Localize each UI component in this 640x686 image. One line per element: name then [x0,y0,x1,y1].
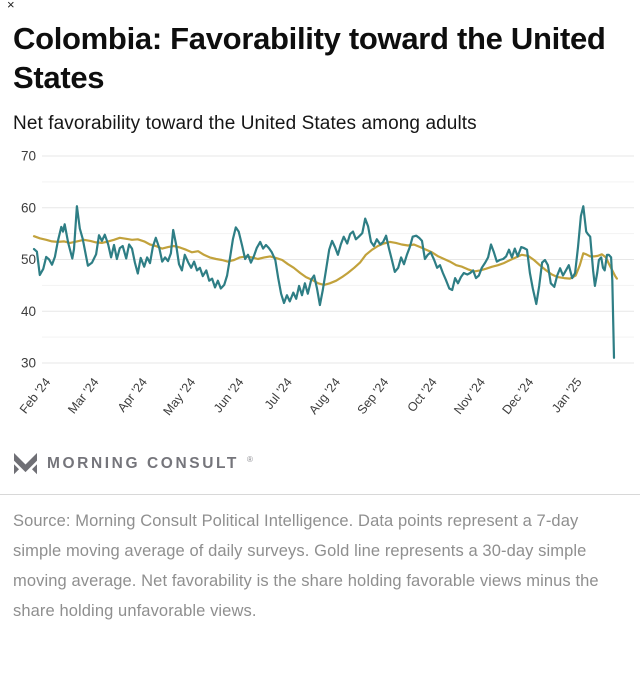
x-tick-label: Jan '25 [549,375,585,415]
series-line-30day-avg [32,234,619,286]
series-line-7day-avg [32,204,616,359]
x-tick-label: Apr '24 [115,375,150,415]
x-tick-label: Sep '24 [355,375,392,417]
y-tick-label: 70 [21,148,36,163]
x-tick-label: May '24 [161,375,199,418]
x-tick-label: Nov '24 [451,375,488,417]
page-title: Colombia: Favorability toward the United… [13,21,606,95]
close-icon[interactable]: × [7,0,15,12]
x-tick-label: Aug '24 [306,375,343,417]
chart-canvas: 70 60 50 40 30 Feb '24 Mar '24 Apr '24 May '24 Ju… [17,148,634,418]
x-tick-label: Dec '24 [499,375,536,417]
favorability-chart: 70 60 50 40 30 Feb '24 Mar '24 Apr '24 May '24 Ju… [0,141,640,436]
registered-mark: ® [246,455,253,464]
x-tick-label: Mar '24 [65,375,101,416]
x-tick-label: Feb '24 [17,375,53,416]
y-tick-label: 40 [21,303,36,318]
footer-divider [0,493,640,495]
x-tick-label: Jul '24 [262,375,295,412]
x-tick-label: Jun '24 [211,375,247,415]
source-note: Source: Morning Consult Political Intell… [13,511,599,620]
chart-header: Colombia: Favorability toward the United… [0,0,640,135]
y-tick-label: 50 [21,252,36,267]
logo-wordmark: MORNING CONSULT [47,454,239,472]
y-tick-label: 30 [21,355,36,370]
morning-consult-m-icon [14,453,37,475]
x-tick-label: Oct '24 [405,375,440,415]
chart-subtitle: Net favorability toward the United State… [13,112,477,134]
y-tick-label: 60 [21,200,36,215]
morning-consult-logo: MORNING CONSULT ® [13,450,640,478]
